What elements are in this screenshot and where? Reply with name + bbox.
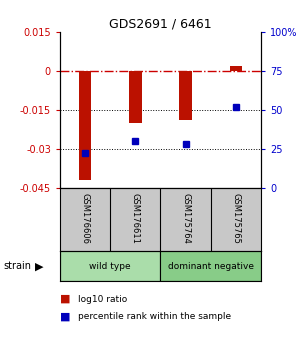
Text: GSM175764: GSM175764 (181, 193, 190, 244)
Text: ■: ■ (60, 294, 70, 304)
Text: strain: strain (3, 261, 31, 272)
Bar (179, 71, 192, 120)
Text: ▶: ▶ (35, 261, 43, 272)
Text: wild type: wild type (89, 262, 131, 271)
Title: GDS2691 / 6461: GDS2691 / 6461 (109, 18, 212, 31)
Text: percentile rank within the sample: percentile rank within the sample (78, 312, 231, 321)
Bar (79, 71, 92, 180)
Text: dominant negative: dominant negative (168, 262, 254, 271)
Text: log10 ratio: log10 ratio (78, 295, 127, 304)
Text: GSM176611: GSM176611 (131, 193, 140, 244)
Bar (230, 65, 242, 71)
Text: GSM175765: GSM175765 (231, 193, 240, 244)
Bar (160, 251, 261, 281)
Bar (129, 71, 142, 123)
Bar (60, 251, 160, 281)
Text: GSM176606: GSM176606 (81, 193, 90, 244)
Text: ■: ■ (60, 312, 70, 322)
